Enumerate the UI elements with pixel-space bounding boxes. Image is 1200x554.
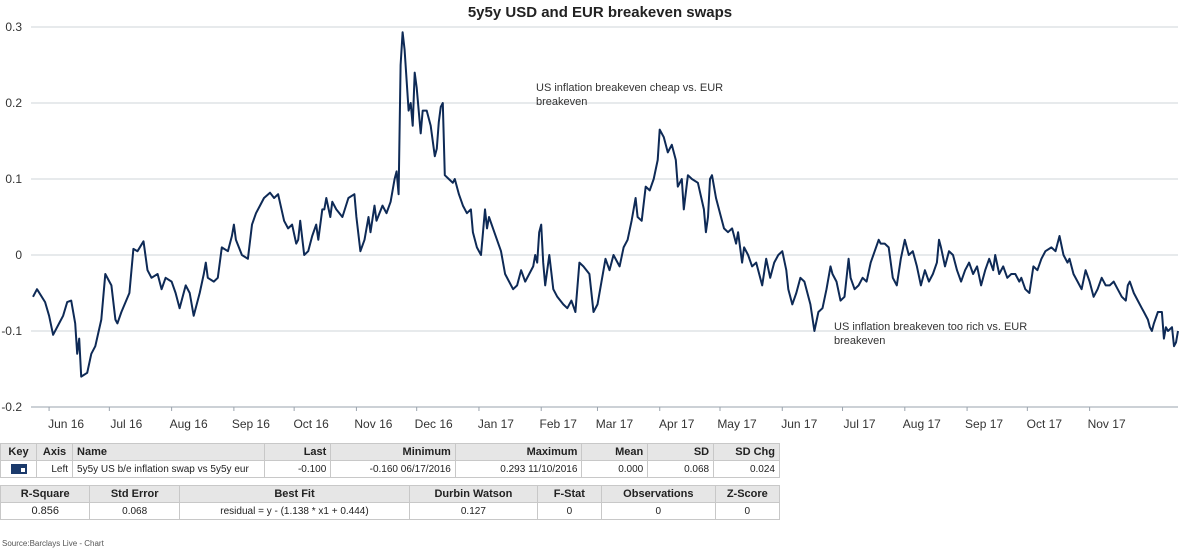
x-tick-label: Sep 16 (232, 417, 270, 431)
header-durbin-watson: Durbin Watson (409, 485, 538, 503)
x-tick-label: Jul 16 (110, 417, 142, 431)
header-axis: Axis (36, 443, 74, 461)
header-mean: Mean (581, 443, 649, 461)
header-best-fit: Best Fit (178, 485, 411, 503)
x-axis: Jun 16 Jul 16 Aug 16 Sep 16 Oct 16 Nov 16 Dec … (31, 406, 1178, 431)
x-tick-label: Sep 17 (965, 417, 1003, 431)
y-tick-label: 0 (15, 248, 22, 262)
x-tick-label: Apr 17 (659, 417, 695, 431)
series-key[interactable] (0, 460, 38, 478)
y-tick-label: 0.3 (5, 20, 22, 34)
x-tick-label: Feb 17 (540, 417, 578, 431)
header-maximum: Maximum (454, 443, 583, 461)
header-std-error: Std Error (89, 485, 180, 503)
cell-minimum: -0.160 06/17/2016 (330, 460, 456, 478)
header-sd-chg: SD Chg (713, 443, 780, 461)
header-name: Name (72, 443, 266, 461)
header-observations: Observations (601, 485, 716, 503)
cell-f-stat: 0 (536, 502, 603, 520)
line-chart: 5y5y USD and EUR breakeven swaps 0.30.20… (1, 4, 1179, 431)
series-line (32, 31, 1179, 378)
regression-header-row: R-Square Std Error Best Fit Durbin Watso… (0, 485, 781, 503)
cell-observations: 0 (601, 502, 716, 520)
series-stats-table: Key Axis Name Last Minimum Maximum Mean … (0, 443, 780, 478)
x-tick-label: Aug 17 (903, 417, 941, 431)
header-f-stat: F-Stat (536, 485, 603, 503)
x-tick-label: May 17 (717, 417, 757, 431)
x-tick-label: Jul 17 (844, 417, 876, 431)
cell-maximum: 0.293 11/10/2016 (454, 460, 583, 478)
header-z-score: Z-Score (714, 485, 781, 503)
regression-stats-table: R-Square Std Error Best Fit Durbin Watso… (0, 485, 781, 520)
x-tick-label: Nov 16 (354, 417, 392, 431)
chart-title: 5y5y USD and EUR breakeven swaps (468, 4, 732, 21)
cell-last: -0.100 (264, 460, 332, 478)
annotation-rich-line2: breakeven (834, 335, 885, 347)
x-tick-label: Jan 17 (478, 417, 514, 431)
header-key: Key (0, 443, 38, 461)
stats-header-row: Key Axis Name Last Minimum Maximum Mean … (0, 443, 780, 461)
cell-best-fit: residual = y - (1.138 * x1 + 0.444) (178, 502, 411, 520)
header-r-square: R-Square (0, 485, 91, 503)
cell-std-error: 0.068 (89, 502, 180, 520)
x-tick-label: Nov 17 (1088, 417, 1126, 431)
stats-row: Left 5y5y US b/e inflation swap vs 5y5y … (0, 460, 780, 478)
x-tick-label: Mar 17 (596, 417, 634, 431)
y-tick-label: 0.1 (5, 172, 22, 186)
cell-sd: 0.068 (647, 460, 715, 478)
cell-mean: 0.000 (581, 460, 649, 478)
x-tick-label: Jun 17 (781, 417, 817, 431)
cell-z-score: 0 (714, 502, 781, 520)
regression-row: 0.856 0.068 residual = y - (1.138 * x1 +… (0, 502, 781, 520)
x-tick-label: Oct 17 (1027, 417, 1063, 431)
annotation-cheap-line1: US inflation breakeven cheap vs. EUR (536, 82, 723, 94)
cell-r-square: 0.856 (0, 502, 91, 520)
source-note: Source:Barclays Live - Chart (2, 539, 104, 548)
y-tick-label: -0.1 (1, 324, 22, 338)
annotation-rich-line1: US inflation breakeven too rich vs. EUR (834, 321, 1027, 333)
x-tick-label: Aug 16 (170, 417, 208, 431)
cell-durbin-watson: 0.127 (409, 502, 538, 520)
y-tick-label: -0.2 (1, 400, 22, 414)
y-tick-label: 0.2 (5, 96, 22, 110)
x-tick-label: Jun 16 (48, 417, 84, 431)
cell-sd-chg: 0.024 (713, 460, 780, 478)
series-color-swatch (10, 463, 27, 474)
cell-name: 5y5y US b/e inflation swap vs 5y5y eur (72, 460, 266, 478)
annotation-cheap-line2: breakeven (536, 96, 587, 108)
y-axis: 0.3 0.2 0.1 0 -0.1 -0.2 (1, 20, 22, 414)
header-last: Last (264, 443, 332, 461)
x-tick-label: Dec 16 (415, 417, 453, 431)
cell-axis: Left (36, 460, 74, 478)
series-group (32, 31, 1179, 378)
header-minimum: Minimum (330, 443, 456, 461)
x-tick-label: Oct 16 (293, 417, 329, 431)
header-sd: SD (647, 443, 715, 461)
